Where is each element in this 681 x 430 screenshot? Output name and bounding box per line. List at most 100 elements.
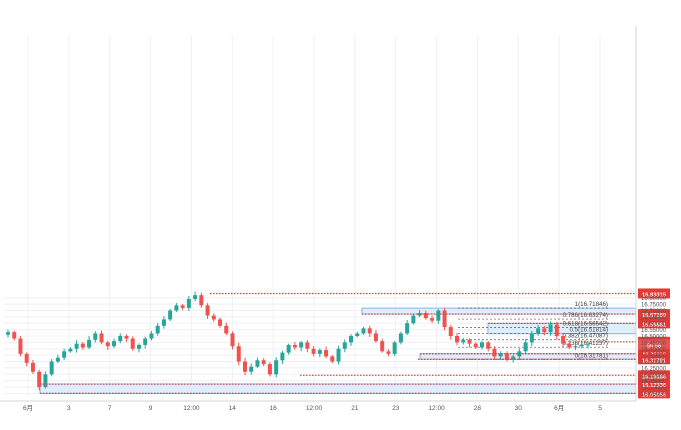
candle-body bbox=[136, 344, 141, 349]
candle-body bbox=[330, 356, 335, 362]
candle-body bbox=[224, 325, 229, 334]
price-tick-label: 16.05000 bbox=[641, 392, 667, 398]
candle-body bbox=[398, 333, 403, 343]
candle-body bbox=[43, 374, 48, 388]
price-tick-label: 16.80000 bbox=[641, 296, 667, 302]
key-level-label: 16.05056 bbox=[642, 392, 667, 398]
candle-body bbox=[567, 343, 572, 348]
candle-body bbox=[317, 350, 322, 354]
candle-body bbox=[504, 353, 509, 359]
price-tick-label: 16.50000 bbox=[641, 335, 667, 341]
candle-body bbox=[242, 361, 247, 372]
candle-body bbox=[436, 310, 441, 321]
key-level-tag bbox=[638, 348, 670, 359]
candle-body bbox=[168, 310, 173, 320]
candle-body bbox=[280, 352, 285, 361]
candle-body bbox=[523, 342, 528, 352]
time-tick-label: 3 bbox=[67, 405, 71, 412]
time-tick-label: 7 bbox=[108, 405, 112, 412]
candle-body bbox=[423, 313, 428, 319]
candle-body bbox=[554, 324, 559, 336]
candle-body bbox=[55, 357, 60, 362]
candle-body bbox=[492, 348, 497, 357]
candle-body bbox=[342, 342, 347, 349]
candle-body bbox=[267, 364, 272, 375]
candle-body bbox=[274, 360, 279, 375]
fib-label: 0(16.31781) bbox=[575, 352, 608, 359]
candle-body bbox=[18, 338, 23, 354]
key-level-tag bbox=[638, 288, 670, 299]
time-tick-label: 30 bbox=[515, 405, 523, 412]
candle-body bbox=[511, 356, 516, 359]
candle-body bbox=[561, 336, 566, 344]
candle-body bbox=[430, 318, 435, 321]
key-level-label: 16.59881 bbox=[642, 322, 667, 328]
key-level-label: 16.31781 bbox=[642, 358, 667, 364]
candle-body bbox=[542, 328, 547, 333]
candle-body bbox=[93, 333, 98, 340]
candle-body bbox=[386, 351, 391, 354]
fib-label: 0.5(16.51814) bbox=[569, 327, 608, 334]
price-tick-label: 16.75000 bbox=[641, 303, 667, 309]
key-level-tag bbox=[638, 379, 670, 390]
candle-body bbox=[6, 332, 10, 335]
time-tick-label: 6月 bbox=[554, 404, 564, 412]
fib-label: 0.786(16.63274) bbox=[563, 312, 608, 319]
candle-body bbox=[211, 315, 216, 320]
candle-body bbox=[24, 353, 29, 363]
price-tick-label: 16.70000 bbox=[641, 309, 667, 315]
candle-body bbox=[392, 342, 397, 354]
candle-body bbox=[186, 298, 191, 308]
candlesticks bbox=[6, 291, 590, 391]
price-tick-label: 16.45000 bbox=[641, 341, 667, 347]
candle-body bbox=[461, 339, 466, 343]
candle-body bbox=[498, 353, 503, 357]
candle-body bbox=[355, 333, 360, 336]
candle-body bbox=[143, 338, 148, 345]
zone-rect bbox=[39, 383, 637, 394]
candle-body bbox=[548, 324, 553, 333]
candle-body bbox=[12, 332, 17, 339]
price-tick-label: 16.30000 bbox=[641, 360, 667, 366]
candle-body bbox=[486, 342, 491, 349]
candle-body bbox=[62, 351, 67, 358]
time-axis: 6月 3 7 9 12:00 14 16 12:00 21 23 12:00 28 30 6月 5 bbox=[0, 400, 636, 412]
fib-label: 1(16.71846) bbox=[575, 301, 608, 308]
price-axis: 16.0500016.1000016.1500016.2000016.25000… bbox=[635, 26, 667, 401]
candle-body bbox=[205, 305, 210, 316]
candle-body bbox=[99, 333, 104, 343]
key-level-tag bbox=[638, 309, 670, 320]
candle-body bbox=[149, 333, 154, 339]
current-price-label: 56:58 bbox=[647, 343, 662, 349]
candle-body bbox=[199, 295, 204, 306]
current-price-tag bbox=[638, 339, 670, 350]
time-tick-label: 9 bbox=[149, 405, 153, 412]
fibonacci-lines: 1(16.71846) 0.786(16.63274) 0.618(16.56542… bbox=[458, 301, 610, 360]
time-tick-label: 14 bbox=[229, 405, 237, 412]
key-level-label: 16.19186 bbox=[642, 374, 667, 380]
candle-body bbox=[87, 339, 92, 348]
time-tick-label: 5 bbox=[598, 405, 602, 412]
candle-body bbox=[124, 336, 129, 339]
candle-body bbox=[249, 366, 254, 372]
candle-body bbox=[336, 348, 341, 362]
grid-lines bbox=[4, 36, 636, 396]
key-level-lines: 16.8331516.6716916.5988116.4545316.36119… bbox=[40, 288, 670, 399]
candle-body bbox=[299, 342, 304, 348]
candle-body bbox=[479, 342, 484, 348]
candle-body bbox=[30, 362, 35, 372]
key-level-tag bbox=[638, 370, 670, 381]
candle-body bbox=[305, 342, 310, 349]
time-tick-label: 21 bbox=[351, 405, 359, 412]
time-tick-label: 12:00 bbox=[306, 405, 323, 412]
candle-body bbox=[218, 319, 223, 326]
candle-body bbox=[311, 348, 316, 354]
key-level-label: 16.67169 bbox=[642, 313, 667, 319]
fib-label: 0.382(16.47087) bbox=[563, 333, 608, 340]
key-level-tag bbox=[638, 354, 670, 365]
candle-body bbox=[380, 341, 385, 352]
key-level-tag bbox=[638, 318, 670, 329]
time-tick-label: 16 bbox=[270, 405, 278, 412]
